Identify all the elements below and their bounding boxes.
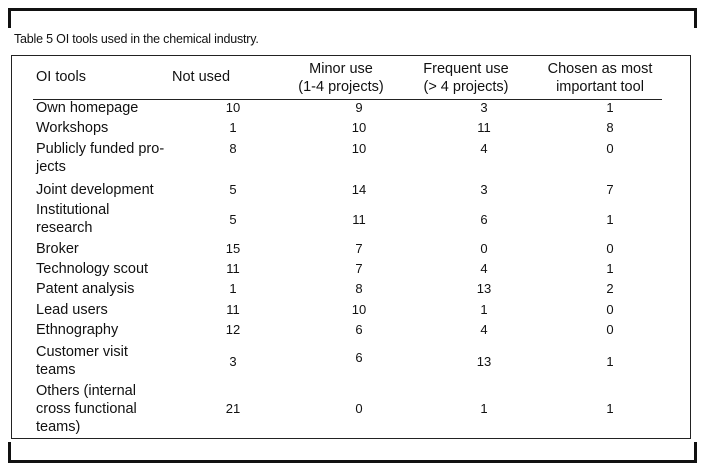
- row-label: Others (internal cross functional teams): [36, 383, 137, 435]
- cell-not-used: 10: [225, 100, 241, 115]
- cell-not-used: 5: [229, 212, 237, 227]
- cell-minor: 10: [351, 120, 367, 135]
- row-label: Customer visit teams: [36, 344, 128, 378]
- cell-frequent: 3: [480, 100, 488, 115]
- cell-chosen: 1: [606, 261, 614, 276]
- cell-chosen: 2: [606, 281, 614, 296]
- cell-minor: 9: [355, 100, 363, 115]
- header-frequent-line2: (> 4 projects): [423, 79, 509, 95]
- header-minor-line1: Minor use: [309, 61, 373, 77]
- frame-top-bracket: [8, 8, 697, 28]
- cell-minor: 6: [355, 322, 363, 337]
- cell-chosen: 1: [606, 401, 614, 416]
- header-chosen-line1: Chosen as most: [547, 61, 653, 77]
- cell-chosen: 1: [606, 212, 614, 227]
- row-label: Ethnography: [36, 322, 119, 338]
- row-label: Institutional research: [36, 202, 110, 236]
- cell-frequent: 1: [480, 401, 488, 416]
- table-border: [11, 55, 691, 439]
- cell-minor: 10: [351, 141, 367, 156]
- cell-frequent: 4: [480, 322, 488, 337]
- header-minor-line2: (1-4 projects): [298, 79, 384, 95]
- row-label: Workshops: [36, 120, 109, 136]
- cell-not-used: 15: [225, 241, 241, 256]
- cell-frequent: 4: [480, 261, 488, 276]
- cell-chosen: 1: [606, 354, 614, 369]
- cell-minor: 6: [355, 350, 363, 365]
- cell-not-used: 1: [229, 120, 237, 135]
- cell-not-used: 21: [225, 401, 241, 416]
- cell-frequent: 13: [476, 354, 492, 369]
- cell-chosen: 0: [606, 302, 614, 317]
- cell-minor: 0: [355, 401, 363, 416]
- header-not-used: Not used: [172, 69, 231, 85]
- frame-bottom-bracket: [8, 442, 697, 463]
- header-frequent-line1: Frequent use: [423, 61, 509, 77]
- cell-minor: 11: [352, 212, 366, 227]
- cell-minor: 10: [351, 302, 367, 317]
- cell-frequent: 1: [480, 302, 488, 317]
- cell-frequent: 6: [480, 212, 488, 227]
- cell-not-used: 11: [226, 261, 240, 276]
- cell-not-used: 1: [229, 281, 237, 296]
- row-label: Lead users: [36, 302, 108, 318]
- cell-chosen: 7: [606, 182, 614, 197]
- row-label: Own homepage: [36, 100, 139, 116]
- table-caption: Table 5 OI tools used in the chemical in…: [14, 32, 259, 46]
- cell-chosen: 0: [606, 141, 614, 156]
- cell-minor: 7: [355, 241, 363, 256]
- cell-minor: 8: [355, 281, 363, 296]
- cell-chosen: 0: [606, 241, 614, 256]
- cell-frequent: 11: [477, 120, 491, 135]
- cell-not-used: 11: [226, 302, 240, 317]
- cell-chosen: 1: [606, 100, 614, 115]
- cell-frequent: 3: [480, 182, 488, 197]
- row-label: Technology scout: [36, 261, 149, 277]
- cell-not-used: 12: [225, 322, 241, 337]
- header-oi-tools: OI tools: [36, 69, 86, 85]
- cell-not-used: 5: [229, 182, 237, 197]
- header-frequent-use: Frequent use (> 4 projects): [411, 60, 521, 96]
- cell-frequent: 13: [476, 281, 492, 296]
- header-chosen: Chosen as most important tool: [535, 60, 665, 96]
- header-chosen-line2: important tool: [556, 79, 644, 95]
- cell-frequent: 0: [480, 241, 488, 256]
- cell-minor: 7: [355, 261, 363, 276]
- row-label: Publicly funded pro-jects: [36, 141, 165, 175]
- cell-not-used: 3: [229, 354, 237, 369]
- cell-frequent: 4: [480, 141, 488, 156]
- header-rule: [33, 99, 662, 100]
- header-minor-use: Minor use (1-4 projects): [286, 60, 396, 96]
- row-label: Broker: [36, 241, 79, 257]
- cell-minor: 14: [351, 182, 367, 197]
- row-label: Joint development: [36, 182, 154, 198]
- cell-not-used: 8: [229, 141, 237, 156]
- row-label: Patent analysis: [36, 281, 135, 297]
- cell-chosen: 0: [606, 322, 614, 337]
- cell-chosen: 8: [606, 120, 614, 135]
